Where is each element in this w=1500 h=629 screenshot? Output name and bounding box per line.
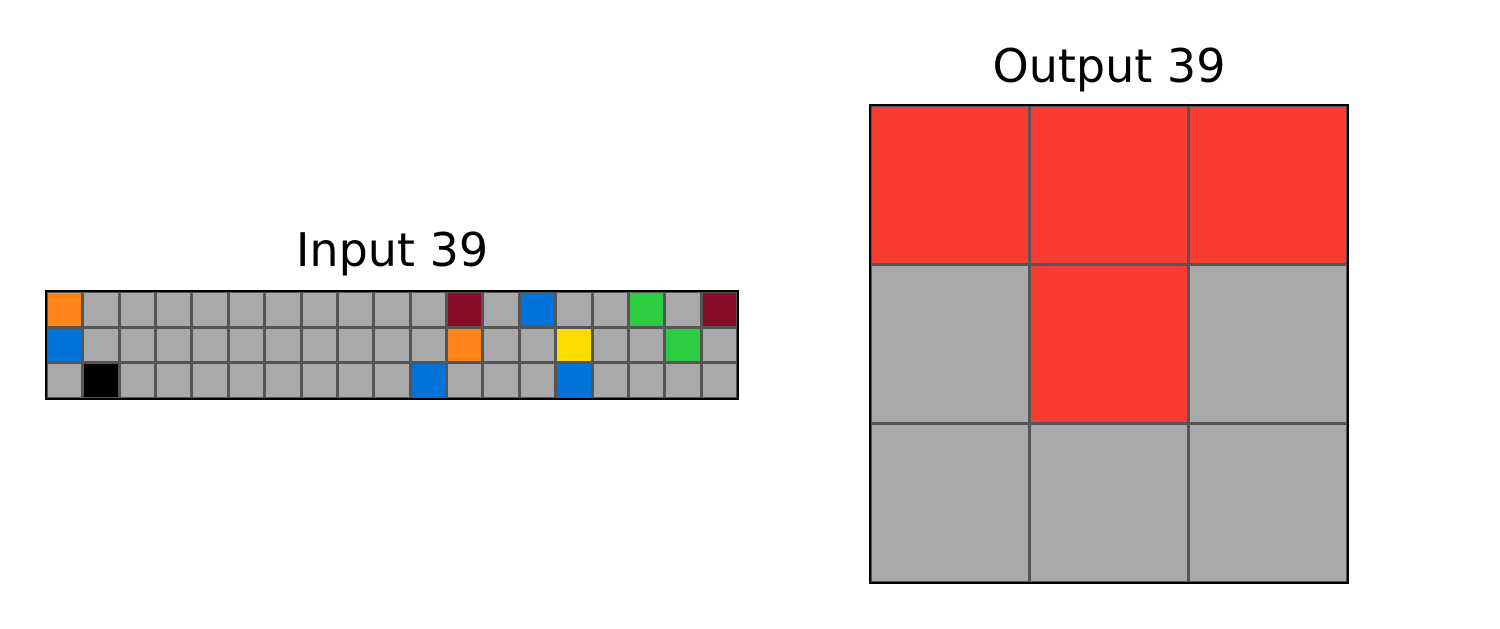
input-cell-r0-c6 (266, 293, 300, 326)
input-cell-r1-c3 (157, 328, 191, 362)
input-cell-r0-c18 (702, 293, 736, 326)
input-cell-r2-c6 (266, 364, 300, 397)
input-cell-r0-c3 (157, 293, 191, 326)
input-cell-r0-c14 (557, 293, 591, 326)
input-cell-r2-c0 (48, 364, 82, 397)
input-cell-r0-c2 (120, 293, 155, 326)
input-cell-r2-c16 (629, 364, 664, 397)
output-grid (869, 104, 1349, 584)
input-cell-r1-c10 (411, 328, 446, 362)
input-cell-r1-c8 (338, 328, 373, 362)
input-cell-r0-c5 (229, 293, 264, 326)
input-cell-r0-c12 (484, 293, 518, 326)
input-cell-r2-c15 (593, 364, 627, 397)
input-cell-r2-c17 (666, 364, 700, 397)
input-cell-r1-c6 (266, 328, 300, 362)
input-cell-r2-c18 (702, 364, 736, 397)
input-cell-r2-c9 (375, 364, 409, 397)
input-cell-r1-c2 (120, 328, 155, 362)
output-cell-r0-c2 (1190, 107, 1346, 263)
input-grid (45, 290, 739, 400)
input-cell-r2-c11 (448, 364, 482, 397)
input-cell-r1-c7 (302, 328, 336, 362)
input-cell-r1-c5 (229, 328, 264, 362)
input-cell-r1-c13 (520, 328, 555, 362)
input-cell-r0-c9 (375, 293, 409, 326)
input-cell-r1-c12 (484, 328, 518, 362)
input-cell-r2-c1 (84, 364, 118, 397)
output-title: Output 39 (992, 39, 1226, 93)
input-cell-r2-c14 (557, 364, 591, 397)
input-cell-r2-c5 (229, 364, 264, 397)
input-cell-r0-c16 (629, 293, 664, 326)
input-cell-r0-c1 (84, 293, 118, 326)
input-cell-r1-c16 (629, 328, 664, 362)
input-cell-r2-c4 (193, 364, 227, 397)
output-cell-r0-c0 (872, 107, 1028, 263)
input-cell-r2-c2 (120, 364, 155, 397)
input-cell-r2-c3 (157, 364, 191, 397)
output-cell-r1-c1 (1031, 266, 1187, 422)
input-cell-r0-c11 (448, 293, 482, 326)
input-cell-r1-c4 (193, 328, 227, 362)
output-cell-r2-c2 (1190, 425, 1346, 581)
input-cell-r1-c18 (702, 328, 736, 362)
input-cell-r0-c15 (593, 293, 627, 326)
input-cell-r1-c11 (448, 328, 482, 362)
input-cell-r1-c17 (666, 328, 700, 362)
output-cell-r0-c1 (1031, 107, 1187, 263)
input-cell-r0-c7 (302, 293, 336, 326)
input-title: Input 39 (295, 223, 489, 277)
input-cell-r0-c17 (666, 293, 700, 326)
input-cell-r1-c0 (48, 328, 82, 362)
input-cell-r2-c12 (484, 364, 518, 397)
input-cell-r1-c15 (593, 328, 627, 362)
input-cell-r0-c8 (338, 293, 373, 326)
input-cell-r0-c4 (193, 293, 227, 326)
input-cell-r0-c10 (411, 293, 446, 326)
output-cell-r2-c0 (872, 425, 1028, 581)
input-cell-r1-c14 (557, 328, 591, 362)
output-cell-r1-c0 (872, 266, 1028, 422)
input-cell-r2-c10 (411, 364, 446, 397)
input-cell-r2-c8 (338, 364, 373, 397)
input-cell-r0-c13 (520, 293, 555, 326)
input-cell-r0-c0 (48, 293, 82, 326)
output-cell-r2-c1 (1031, 425, 1187, 581)
output-cell-r1-c2 (1190, 266, 1346, 422)
input-cell-r1-c1 (84, 328, 118, 362)
input-cell-r1-c9 (375, 328, 409, 362)
input-cell-r2-c13 (520, 364, 555, 397)
input-cell-r2-c7 (302, 364, 336, 397)
